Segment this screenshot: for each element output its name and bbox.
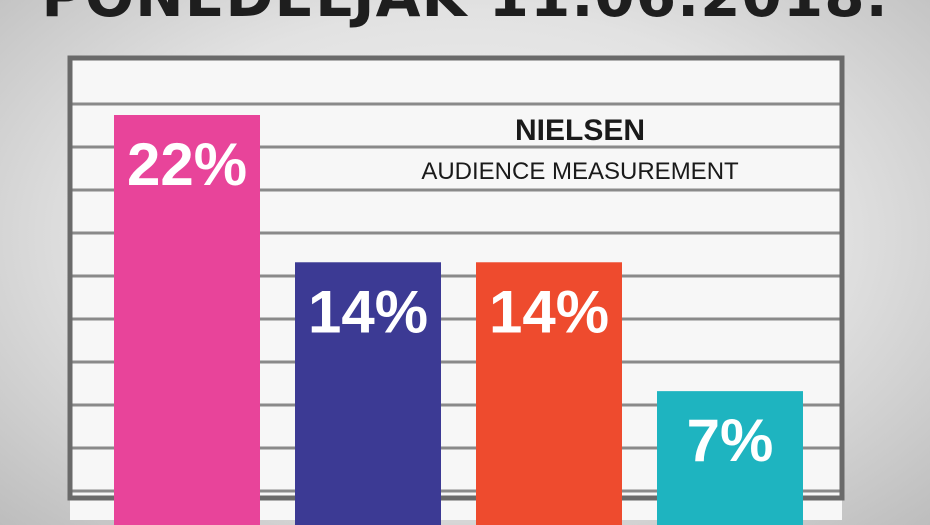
bar-3 bbox=[476, 262, 622, 525]
bar-4 bbox=[657, 391, 803, 525]
bar-value-label-3: 14% bbox=[489, 278, 609, 345]
brand-label: NIELSEN bbox=[515, 114, 645, 147]
bar-2 bbox=[295, 262, 441, 525]
bar-1 bbox=[114, 115, 260, 525]
bars: 22% 14% 14% 7% bbox=[114, 115, 803, 525]
chart-title: PONEDELJAK 11.06.2018. bbox=[0, 0, 930, 30]
bar-value-label-2: 14% bbox=[308, 278, 428, 345]
bar-value-label-1: 22% bbox=[127, 131, 247, 198]
bar-value-label-4: 7% bbox=[687, 407, 774, 474]
brand-description: AUDIENCE MEASUREMENT bbox=[421, 158, 739, 185]
chart-frame bbox=[67, 55, 845, 501]
